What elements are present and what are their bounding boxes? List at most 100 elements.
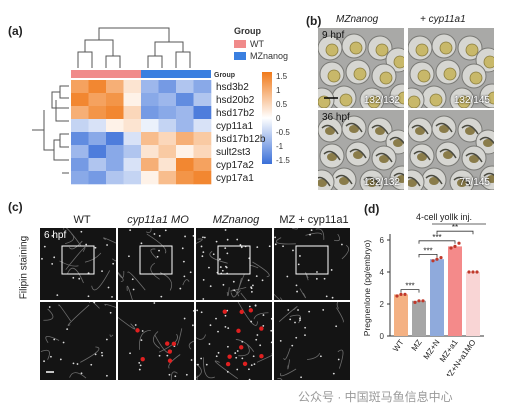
red-marker bbox=[167, 349, 173, 354]
fluorescent-speck bbox=[262, 314, 265, 316]
embryo-body bbox=[345, 122, 363, 133]
membrane-outline bbox=[170, 371, 178, 380]
heatmap-cell bbox=[71, 158, 89, 172]
membrane-outline bbox=[256, 353, 272, 363]
significance-bracket bbox=[418, 240, 456, 244]
fluorescent-speck bbox=[255, 275, 258, 278]
fluorescent-speck bbox=[105, 338, 108, 341]
heatmap-cell bbox=[123, 93, 142, 107]
significance-bracket bbox=[400, 289, 420, 293]
fluorescent-speck bbox=[132, 288, 135, 291]
fluorescent-speck bbox=[158, 234, 161, 237]
fluorescent-speck bbox=[101, 351, 103, 354]
fluorescent-speck bbox=[304, 326, 307, 329]
fluorescent-speck bbox=[221, 269, 224, 272]
data-point bbox=[417, 299, 421, 303]
embryo-yolk bbox=[465, 127, 475, 135]
group-bar-wt bbox=[71, 70, 141, 78]
embryo-yolk bbox=[393, 55, 404, 69]
membrane-outline bbox=[188, 340, 194, 350]
fluorescent-speck bbox=[236, 238, 239, 241]
y-tick-label: 2 bbox=[380, 300, 385, 309]
membrane-outline bbox=[63, 228, 82, 247]
panel-b-col-title-2: + cyp11a1 bbox=[420, 14, 466, 25]
embryo-yolk bbox=[339, 93, 353, 107]
bar bbox=[466, 272, 480, 336]
heatmap-cell bbox=[158, 119, 177, 133]
membrane-outline bbox=[341, 244, 350, 260]
x-tick-label: MZ bbox=[410, 338, 424, 353]
fluorescent-speck bbox=[291, 344, 294, 347]
gene-label: sult2st3 bbox=[216, 147, 251, 158]
membrane-outline bbox=[196, 363, 202, 379]
membrane-outline bbox=[103, 237, 116, 244]
heatmap-cell bbox=[176, 145, 194, 159]
heatmap-cell bbox=[158, 93, 177, 107]
fluorescent-speck bbox=[300, 376, 302, 379]
bar bbox=[394, 294, 408, 336]
membrane-outline bbox=[69, 372, 87, 379]
red-marker bbox=[239, 309, 244, 315]
heatmap-cell bbox=[88, 158, 107, 172]
membrane-outline bbox=[334, 233, 341, 242]
scale-tick: -0.5 bbox=[276, 128, 290, 137]
micrograph-cyp-9hpf: 132/145 bbox=[408, 28, 494, 108]
red-marker bbox=[239, 345, 244, 350]
fluorescent-speck bbox=[201, 255, 204, 258]
bar bbox=[430, 259, 444, 336]
heatmap-cell bbox=[193, 145, 212, 159]
fluorescent-speck bbox=[256, 246, 259, 249]
ratio-label: 75/145 bbox=[459, 177, 490, 188]
fluorescent-speck bbox=[262, 324, 265, 327]
fluorescent-speck bbox=[191, 324, 194, 327]
membrane-outline bbox=[299, 288, 306, 299]
embryo-yolk bbox=[318, 179, 327, 187]
ratio-label: 132/132 bbox=[363, 177, 400, 188]
fluorescent-speck bbox=[248, 368, 250, 371]
scale-tick: 0 bbox=[276, 114, 281, 123]
fluorescent-speck bbox=[234, 352, 237, 354]
embryo-body bbox=[411, 124, 429, 135]
membrane-outline bbox=[150, 262, 160, 280]
filipin-image: 6 hpf bbox=[40, 228, 116, 300]
fluorescent-speck bbox=[294, 321, 296, 324]
fluorescent-speck bbox=[43, 360, 45, 363]
fluorescent-speck bbox=[202, 236, 204, 239]
fluorescent-speck bbox=[190, 359, 193, 361]
fluorescent-speck bbox=[141, 330, 144, 332]
fluorescent-speck bbox=[224, 229, 227, 231]
membrane-outline bbox=[203, 357, 216, 379]
data-point bbox=[475, 270, 479, 274]
embryo-body bbox=[461, 124, 479, 135]
membrane-outline bbox=[238, 344, 250, 357]
embryo-body bbox=[375, 152, 393, 163]
fluorescent-speck bbox=[128, 255, 130, 258]
heatmap-cell bbox=[123, 80, 142, 94]
significance-stars: ** bbox=[452, 223, 458, 232]
heatmap-cell bbox=[71, 145, 89, 159]
fluorescent-speck bbox=[181, 247, 184, 250]
bar bbox=[448, 246, 462, 336]
heatmap-cell bbox=[141, 132, 159, 146]
fluorescent-speck bbox=[209, 285, 212, 288]
red-marker bbox=[248, 308, 254, 313]
fluorescent-speck bbox=[287, 309, 290, 311]
fluorescent-speck bbox=[224, 314, 227, 317]
heatmap-cell bbox=[88, 93, 107, 107]
red-marker bbox=[167, 358, 173, 363]
membrane-outline bbox=[146, 233, 167, 254]
membrane-outline bbox=[250, 264, 259, 269]
data-point bbox=[403, 292, 407, 296]
fluorescent-speck bbox=[174, 375, 177, 378]
fluorescent-speck bbox=[62, 341, 65, 344]
membrane-outline bbox=[305, 272, 309, 281]
fluorescent-speck bbox=[270, 317, 272, 320]
ratio-label: 132/145 bbox=[453, 95, 490, 106]
legend-title: Group bbox=[234, 26, 261, 36]
fluorescent-speck bbox=[217, 351, 220, 354]
heatmap-cell bbox=[106, 93, 124, 107]
fluorescent-speck bbox=[232, 280, 235, 283]
fluorescent-speck bbox=[138, 368, 141, 371]
fluorescent-speck bbox=[295, 284, 298, 287]
membrane-outline bbox=[118, 271, 124, 282]
